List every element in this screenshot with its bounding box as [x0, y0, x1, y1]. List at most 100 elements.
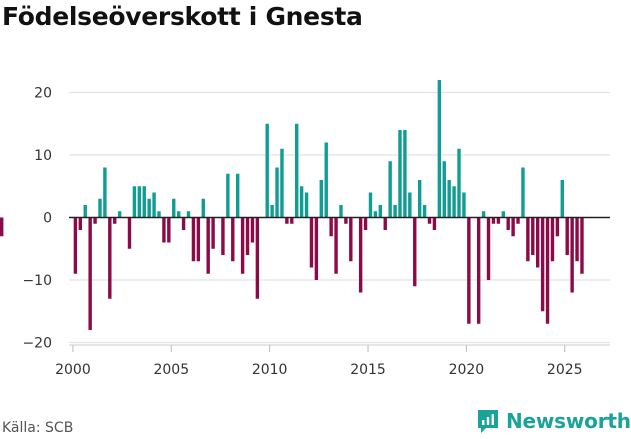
bar [295, 123, 299, 218]
bar [540, 217, 545, 312]
bar [319, 180, 323, 218]
bar [0, 217, 4, 237]
bar [531, 217, 535, 255]
bar [206, 217, 210, 274]
bar [157, 211, 161, 218]
bar [191, 217, 196, 262]
bar [98, 198, 102, 218]
bar [235, 173, 240, 218]
bar [349, 217, 353, 262]
bar [358, 217, 363, 293]
y-tick-label: 10 [34, 148, 52, 164]
bar [506, 217, 510, 230]
bar [491, 217, 496, 224]
bar [580, 217, 584, 274]
bar [334, 217, 338, 274]
bar [265, 123, 269, 218]
x-tick-label: 2010 [252, 362, 288, 378]
bar [368, 192, 373, 218]
bar [373, 211, 378, 218]
source-note: Källa: SCB [2, 420, 74, 436]
bar [78, 217, 83, 230]
bar [408, 192, 412, 218]
bar [383, 217, 387, 230]
bar [442, 161, 446, 218]
bar [231, 217, 235, 262]
bar [324, 142, 328, 218]
bar [398, 130, 402, 218]
bar [162, 217, 166, 243]
bar [290, 217, 294, 224]
bar [181, 217, 186, 230]
x-tick-label: 2005 [153, 362, 189, 378]
bar [226, 173, 230, 218]
brand-logo[interactable]: Newsworthy [476, 408, 631, 434]
bar [363, 217, 368, 230]
bar [147, 198, 151, 218]
bar [481, 211, 486, 218]
bar [275, 167, 279, 218]
chart-title: Födelseöverskott i Gnesta [2, 2, 363, 31]
bar [516, 217, 520, 224]
gridlines [69, 91, 610, 344]
bar [137, 186, 142, 218]
bar [103, 167, 107, 218]
bar [496, 217, 501, 224]
x-tick-label: 2020 [449, 362, 485, 378]
x-tick-label: 2000 [55, 362, 91, 378]
bar [172, 198, 176, 218]
bar [555, 217, 560, 237]
bar [176, 211, 181, 218]
bar [462, 192, 466, 218]
x-tick-label: 2025 [547, 362, 583, 378]
bar [201, 198, 205, 218]
bar [240, 217, 245, 274]
bar [511, 217, 515, 237]
bar [108, 217, 112, 299]
bar [250, 217, 255, 243]
bar [526, 217, 530, 262]
bar [521, 167, 525, 218]
bar [560, 180, 564, 218]
bar [570, 217, 574, 293]
bar [413, 217, 417, 287]
bar [309, 217, 314, 268]
bar [299, 186, 304, 218]
bar [388, 161, 392, 218]
bar [536, 217, 540, 268]
bar [285, 217, 289, 224]
y-tick-label: −10 [22, 273, 52, 289]
bar [432, 217, 437, 230]
bar [127, 217, 132, 249]
bar [93, 217, 97, 224]
bar [280, 148, 284, 218]
bar [167, 217, 171, 243]
bar [457, 148, 461, 218]
bar [255, 217, 260, 299]
bar [476, 217, 481, 324]
bar [339, 205, 343, 218]
bar [565, 217, 569, 255]
y-tick-label: −20 [22, 336, 52, 352]
bar [83, 205, 87, 218]
bar [117, 211, 122, 218]
bar [73, 217, 78, 274]
bar [329, 217, 333, 237]
bar [152, 192, 156, 218]
bar [393, 205, 397, 218]
bar [417, 180, 422, 218]
bar [211, 217, 215, 249]
bar [142, 186, 146, 218]
bars [0, 80, 584, 330]
bar [270, 205, 274, 218]
bar [427, 217, 432, 224]
bar [550, 217, 555, 262]
bar [422, 205, 427, 218]
bar [501, 211, 505, 218]
bar [132, 186, 137, 218]
x-axis-ticks: 2000 2005 2010 2015 2020 2025 [55, 345, 583, 378]
bar [467, 217, 471, 324]
bar [221, 217, 225, 255]
x-tick-label: 2015 [350, 362, 386, 378]
